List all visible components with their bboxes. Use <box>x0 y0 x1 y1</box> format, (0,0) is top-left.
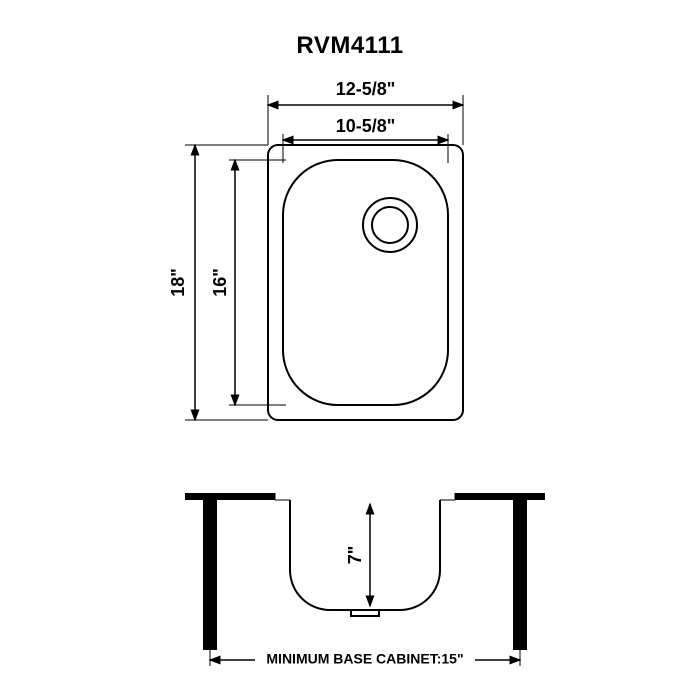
svg-text:MINIMUM BASE CABINET:15": MINIMUM BASE CABINET:15" <box>266 651 463 667</box>
svg-text:18": 18" <box>168 268 188 297</box>
section-view: 7" MINIMUM BASE CABINET:15" <box>185 493 545 670</box>
svg-text:12-5/8": 12-5/8" <box>336 79 396 99</box>
top-view: 12-5/8" 10-5/8" 18" 16" <box>168 79 463 420</box>
svg-text:10-5/8": 10-5/8" <box>336 116 396 136</box>
svg-text:7": 7" <box>345 546 365 565</box>
svg-text:16": 16" <box>210 268 230 297</box>
diagram-stage: RVM4111 12-5/8"10-5/8"18"16" 7"MINIMUM B… <box>0 0 700 700</box>
diagram-svg: 12-5/8" 10-5/8" 18" 16" 7" MINIMUM BASE CABI… <box>0 0 700 700</box>
